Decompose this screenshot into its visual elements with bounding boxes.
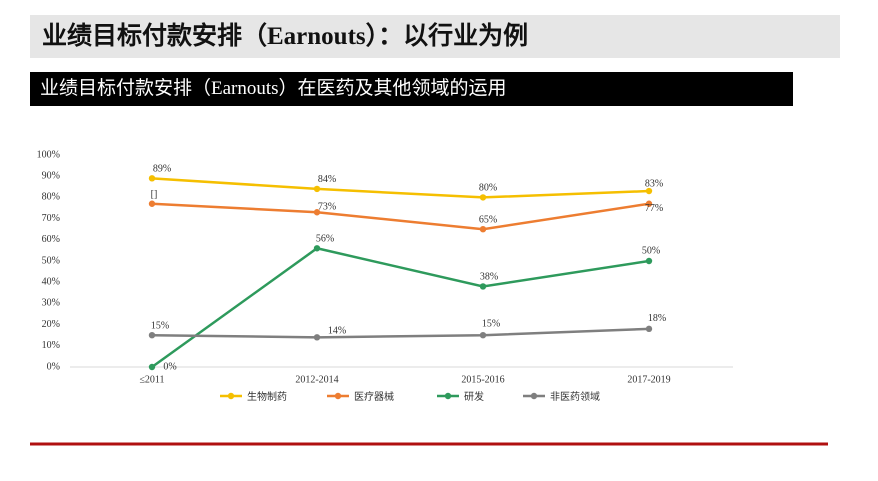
value-label: 65% — [479, 214, 497, 225]
value-label: 83% — [645, 178, 663, 189]
value-label: 89% — [153, 164, 171, 175]
y-tick-label: 30% — [42, 298, 60, 309]
value-label: 56% — [316, 234, 334, 245]
point — [645, 200, 653, 207]
point — [148, 332, 156, 339]
slide-title: 业绩目标付款安排（Earnouts）：以行业为例 — [30, 15, 840, 58]
value-label: 77% — [645, 203, 663, 214]
x-tick-label: 2017-2019 — [627, 374, 670, 385]
legend-label: 非医药领域 — [550, 390, 600, 403]
value-label: 0% — [163, 361, 176, 372]
value-label: 15% — [151, 320, 169, 331]
y-tick-label: 80% — [42, 192, 60, 203]
value-label: 50% — [642, 245, 660, 256]
y-tick-label: 20% — [42, 319, 60, 330]
value-label: 14% — [328, 326, 346, 337]
point — [645, 187, 653, 195]
y-tick-label: 0% — [47, 361, 60, 372]
point — [313, 334, 321, 341]
y-tick-label: 70% — [42, 213, 60, 224]
value-label: 18% — [648, 313, 666, 324]
point — [645, 257, 653, 265]
point — [479, 332, 487, 339]
legend-label: 生物制药 — [247, 390, 287, 403]
legend-label: 医疗器械 — [354, 390, 394, 403]
series-line — [151, 177, 650, 199]
y-tick-label: 40% — [42, 276, 60, 287]
value-label: 38% — [480, 272, 498, 283]
value-label: 73% — [318, 202, 336, 213]
point — [479, 194, 487, 201]
value-label: 80% — [479, 183, 497, 194]
y-tick-label: 60% — [42, 234, 60, 245]
point — [148, 363, 156, 371]
y-tick-label: 10% — [42, 340, 60, 351]
y-tick-label: 90% — [42, 170, 60, 181]
x-tick-label: ≤2011 — [139, 374, 164, 385]
x-tick-label: 2015-2016 — [461, 374, 504, 385]
legend-marker — [227, 392, 235, 400]
legend-marker — [334, 392, 342, 400]
point — [148, 200, 156, 207]
y-tick-label: 100% — [37, 149, 60, 160]
point — [645, 325, 653, 333]
point — [313, 245, 321, 252]
point — [313, 209, 321, 216]
value-label: [] — [151, 189, 158, 200]
x-tick-label: 2012-2014 — [295, 374, 338, 385]
y-tick-label: 50% — [42, 255, 60, 266]
legend-marker — [444, 392, 452, 400]
series-line — [151, 246, 650, 369]
point — [479, 283, 487, 290]
point — [479, 226, 487, 233]
legend-marker — [530, 392, 538, 400]
series-line — [151, 202, 650, 231]
point — [313, 185, 321, 193]
value-label: 15% — [482, 318, 500, 329]
series-line — [151, 327, 650, 339]
legend-label: 研发 — [464, 390, 484, 403]
value-label: 84% — [318, 174, 336, 185]
slide-subtitle: 业绩目标付款安排（Earnouts）在医药及其他领域的运用 — [30, 72, 793, 106]
point — [148, 175, 156, 182]
